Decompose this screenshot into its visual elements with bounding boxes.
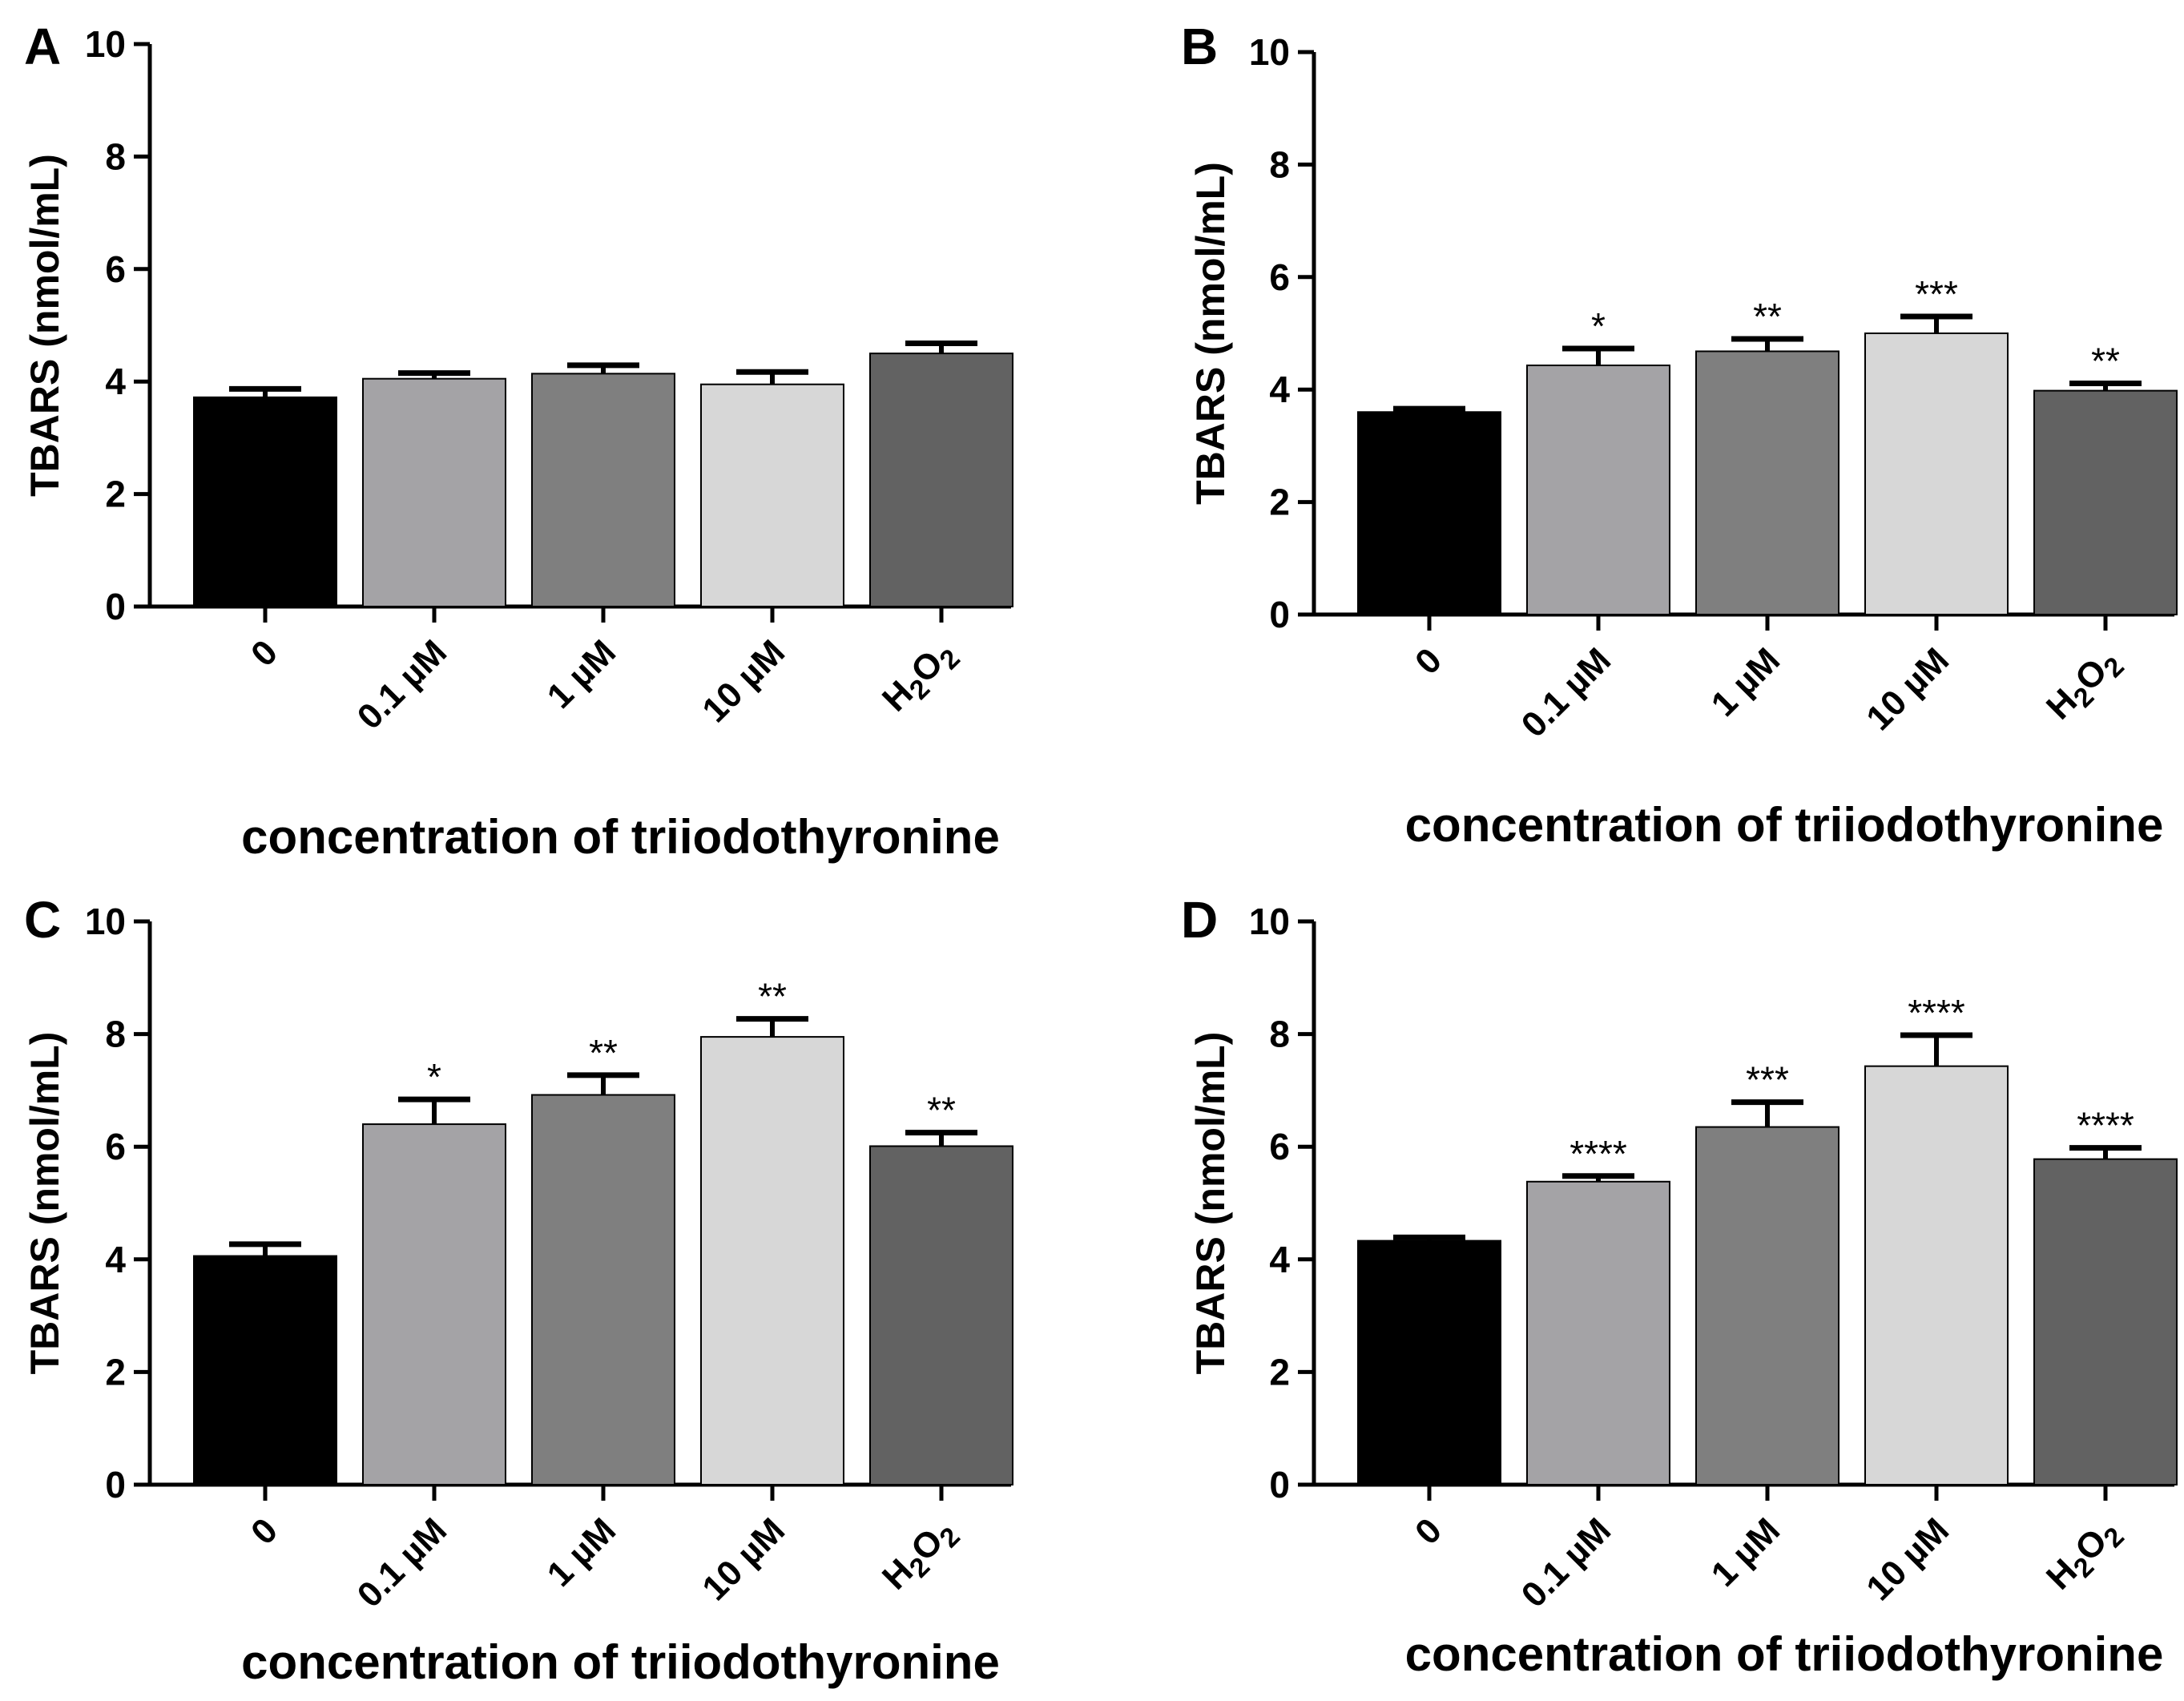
bar [1526,1180,1670,1485]
panel-letter: D [1181,891,1218,949]
x-tick-label: H2O2 [875,632,966,724]
x-axis-label: concentration of triiodothyronine [1405,1627,2164,1681]
y-tick-label: 8 [1269,143,1290,185]
bar [700,1036,844,1485]
significance-label: ** [1753,296,1782,337]
panel-letter: A [24,18,61,75]
bar [1695,350,1839,615]
significance-label: *** [1746,1059,1789,1101]
significance-label: **** [1908,992,1965,1034]
significance-label: ** [2091,340,2120,381]
bar [531,1094,675,1486]
y-tick-label: 0 [105,1464,126,1506]
x-tick-label: 1 µM [1704,1510,1787,1594]
y-tick-label: 4 [1269,369,1290,410]
bar [1357,411,1501,616]
x-tick-label: 1 µM [540,1510,623,1594]
y-axis-label: TBARS (nmol/mL) [22,1032,67,1375]
chart-panel-a: A 0 2 4 6 8 10 TBARS (nmol/mL) 0 0.1 µM 1 µM 10 µM H… [22,18,1013,864]
y-tick-label: 0 [1269,594,1290,635]
panel-letter: B [1181,18,1218,75]
y-tick-label: 2 [1269,1351,1290,1393]
significance-label: ** [589,1032,618,1074]
y-tick-label: 8 [105,1014,126,1055]
bar [362,377,506,607]
bar [193,396,337,607]
x-tick-label: 10 µM [695,632,792,730]
x-tick-label: 0 [244,1510,285,1552]
y-tick-label: 6 [1269,1126,1290,1167]
y-tick-label: 4 [105,361,126,402]
chart-panel-d: D 0 2 4 6 8 10 TBARS (nmol/mL) 0 **** 0.1 µM *** 1 µ… [1181,891,2178,1681]
significance-label: * [427,1056,441,1098]
y-axis-label: TBARS (nmol/mL) [1188,162,1233,505]
bar [531,373,675,607]
x-tick-label: H2O2 [875,1510,966,1602]
bar [2033,1158,2178,1486]
y-tick-label: 6 [1269,256,1290,298]
x-tick-label: 0.1 µM [1514,640,1618,744]
x-axis-label: concentration of triiodothyronine [1405,798,2164,852]
y-tick-label: 2 [1269,482,1290,523]
y-tick-label: 8 [105,135,126,177]
y-tick-label: 8 [1269,1014,1290,1055]
x-tick-label: H2O2 [2039,640,2130,732]
x-tick-label: 10 µM [1859,1510,1956,1608]
x-tick-label: 0 [244,632,285,674]
bar [1357,1239,1501,1485]
bar [362,1123,506,1485]
x-axis-label: concentration of triiodothyronine [241,1635,1000,1689]
significance-label: * [1591,305,1606,347]
y-tick-label: 0 [1269,1464,1290,1506]
bar [1864,1065,2009,1485]
panel-letter: C [24,891,61,949]
y-tick-label: 4 [1269,1239,1290,1280]
x-tick-label: 1 µM [540,632,623,715]
y-tick-label: 10 [1249,901,1290,942]
x-tick-label: 0.1 µM [350,632,454,736]
bar [1695,1126,1839,1485]
y-tick-label: 0 [105,586,126,627]
chart-panel-c: C 0 2 4 6 8 10 TBARS (nmol/mL) 0 * 0.1 µM ** 1 µM ** 1… [22,891,1013,1689]
significance-label: *** [1915,273,1958,315]
significance-label: ** [758,976,787,1018]
y-tick-label: 2 [105,1351,126,1393]
y-tick-label: 10 [1249,31,1290,73]
y-axis-label: TBARS (nmol/mL) [22,154,67,497]
y-tick-label: 2 [105,474,126,515]
x-tick-label: 0 [1408,1510,1449,1552]
x-tick-label: 10 µM [1859,640,1956,738]
x-tick-label: H2O2 [2039,1510,2130,1602]
x-tick-label: 0.1 µM [1514,1510,1618,1614]
significance-label: **** [2077,1105,2134,1147]
bar [193,1255,337,1486]
bar [2033,389,2178,615]
significance-label: **** [1569,1133,1627,1175]
x-tick-label: 1 µM [1704,640,1787,724]
y-tick-label: 4 [105,1239,126,1280]
y-tick-label: 6 [105,1126,126,1167]
x-axis-label: concentration of triiodothyronine [241,810,1000,864]
y-axis-label: TBARS (nmol/mL) [1188,1032,1233,1375]
bar [1864,333,2009,615]
x-tick-label: 0 [1408,640,1449,682]
bar [869,1145,1013,1485]
bar [700,383,844,607]
bar [869,353,1013,607]
x-tick-label: 0.1 µM [350,1510,454,1614]
bar [1526,365,1670,615]
x-tick-label: 10 µM [695,1510,792,1608]
y-tick-label: 6 [105,248,126,290]
significance-label: ** [927,1090,956,1131]
y-tick-label: 10 [85,901,126,942]
y-tick-label: 10 [85,23,126,65]
